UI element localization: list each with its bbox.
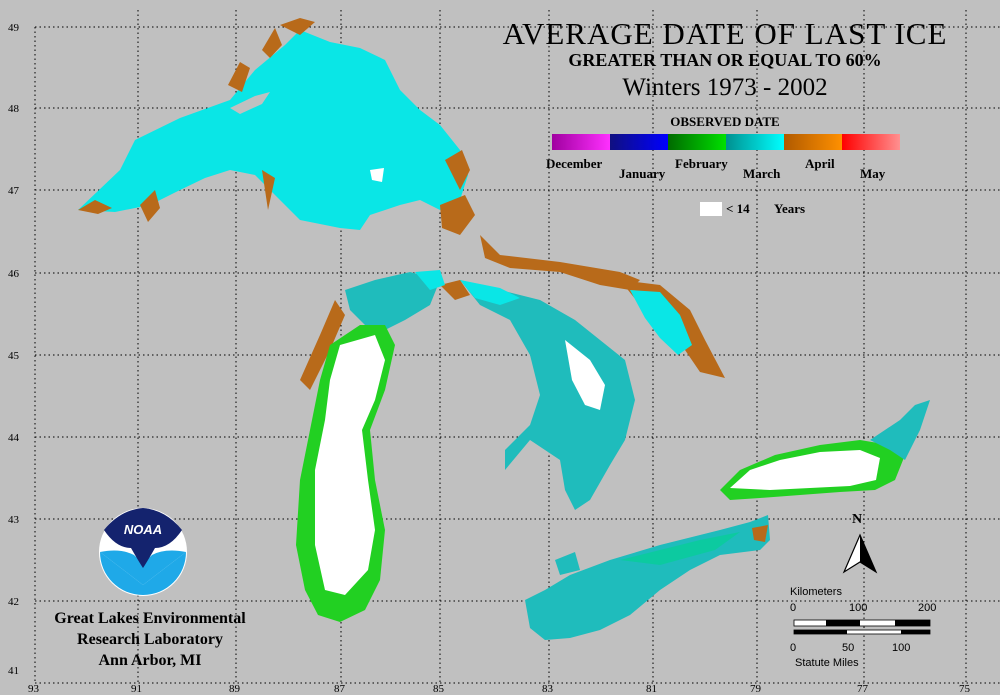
lake-st-clair bbox=[555, 552, 580, 575]
noaa-logo: NOAA bbox=[99, 508, 187, 596]
lon-label: 87 bbox=[334, 683, 346, 695]
lat-label: 47 bbox=[8, 185, 20, 197]
lake-michigan bbox=[296, 270, 445, 622]
north-arrow-icon bbox=[842, 533, 878, 574]
credit-line: Great Lakes Environmental bbox=[54, 610, 246, 627]
legend-month-label: April bbox=[805, 156, 835, 171]
scale-bar bbox=[793, 619, 931, 635]
lat-label: 45 bbox=[8, 350, 20, 362]
lake-ontario bbox=[720, 400, 930, 500]
legend-swatch bbox=[726, 134, 784, 150]
lat-label: 43 bbox=[8, 514, 20, 526]
legend-swatch bbox=[610, 134, 668, 150]
lat-label: 42 bbox=[8, 596, 19, 608]
period-label: Winters 1973 - 2002 bbox=[622, 74, 828, 101]
credit-line: Ann Arbor, MI bbox=[98, 652, 202, 669]
legend-swatch bbox=[784, 134, 842, 150]
km-tick: 100 bbox=[849, 602, 868, 614]
lake-erie bbox=[525, 515, 770, 640]
legend-swatch bbox=[668, 134, 726, 150]
latitude-labels: 49 48 47 46 45 44 43 42 41 bbox=[8, 22, 20, 677]
color-legend-bar bbox=[552, 134, 900, 150]
lt14-swatch bbox=[700, 202, 722, 216]
lon-label: 79 bbox=[750, 683, 762, 695]
north-channel bbox=[480, 235, 640, 290]
lake-superior bbox=[78, 18, 475, 235]
lat-label: 49 bbox=[8, 22, 20, 34]
lon-label: 89 bbox=[229, 683, 241, 695]
lon-label: 91 bbox=[131, 683, 142, 695]
legend-month-label: February bbox=[675, 156, 728, 171]
graticule bbox=[34, 10, 1000, 684]
lon-label: 93 bbox=[28, 683, 40, 695]
north-label: N bbox=[852, 512, 863, 527]
lake-huron bbox=[440, 280, 635, 510]
lon-label: 81 bbox=[646, 683, 657, 695]
mi-tick: 0 bbox=[790, 642, 797, 654]
legend-swatch bbox=[842, 134, 900, 150]
lon-label: 75 bbox=[959, 683, 971, 695]
km-label: Kilometers bbox=[790, 586, 842, 598]
km-tick: 0 bbox=[790, 602, 797, 614]
credit-line: Research Laboratory bbox=[77, 631, 223, 648]
lat-label: 46 bbox=[8, 268, 20, 280]
km-tick: 200 bbox=[918, 602, 937, 614]
page-title: AVERAGE DATE OF LAST ICE bbox=[502, 16, 948, 51]
mi-label: Statute Miles bbox=[795, 657, 859, 669]
lt14-label: < 14 bbox=[726, 201, 750, 216]
mi-tick: 100 bbox=[892, 642, 911, 654]
legend-month-label: January bbox=[619, 166, 666, 181]
georgian-bay bbox=[620, 280, 725, 378]
legend-heading: OBSERVED DATE bbox=[670, 114, 780, 129]
lt14-unit: Years bbox=[774, 201, 806, 216]
legend-swatch bbox=[552, 134, 610, 150]
page-subtitle: GREATER THAN OR EQUAL TO 60% bbox=[568, 50, 882, 70]
longitude-labels: 93 91 89 87 85 83 81 79 77 75 bbox=[28, 683, 971, 695]
lon-label: 83 bbox=[542, 683, 554, 695]
legend-month-label: May bbox=[860, 166, 886, 181]
lat-label: 44 bbox=[8, 432, 20, 444]
lat-label: 48 bbox=[8, 103, 20, 115]
mi-tick: 50 bbox=[842, 642, 855, 654]
legend-month-label: December bbox=[546, 156, 603, 171]
lat-label: 41 bbox=[8, 665, 19, 677]
lon-label: 85 bbox=[433, 683, 445, 695]
svg-text:NOAA: NOAA bbox=[124, 522, 162, 537]
legend-month-label: March bbox=[743, 166, 781, 181]
lon-label: 77 bbox=[857, 683, 869, 695]
